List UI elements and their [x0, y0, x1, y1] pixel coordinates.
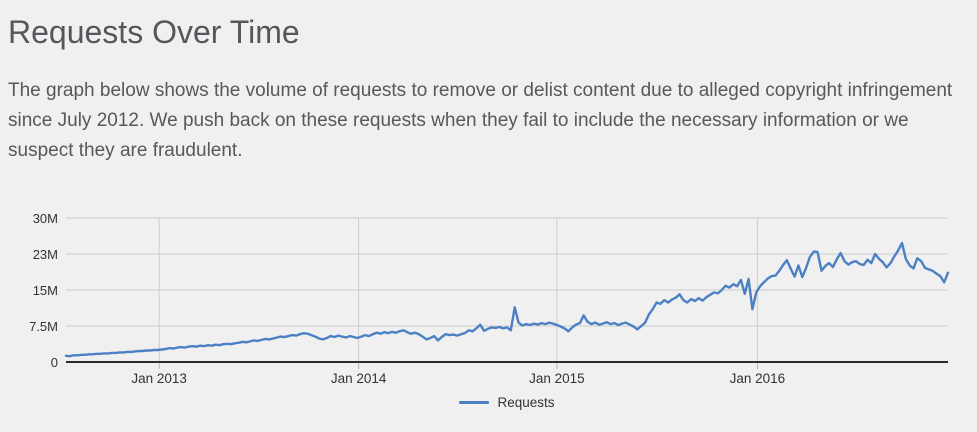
x-axis-label: Jan 2014 — [331, 371, 387, 386]
legend-label: Requests — [497, 394, 555, 410]
y-axis-label: 7.5M — [29, 319, 58, 334]
y-axis-label: 30M — [33, 211, 58, 226]
page-title: Requests Over Time — [8, 14, 300, 50]
line-chart-canvas: Jan 2013 Jan 2014 Jan 2015 Jan 2016 30M 23M 15… — [29, 211, 950, 386]
x-axis-label: Jan 2016 — [730, 371, 786, 386]
requests-series-line — [64, 241, 950, 358]
y-axis-label: 0 — [51, 355, 58, 370]
chart-description: The graph below shows the volume of requ… — [8, 79, 953, 161]
legend-line-swatch-icon — [459, 400, 490, 404]
y-axis-label: 15M — [33, 283, 58, 298]
report-section: Requests Over Time The graph below shows… — [8, 14, 969, 410]
x-axis-label: Jan 2013 — [131, 371, 187, 386]
x-axis-label: Jan 2015 — [529, 371, 585, 386]
y-axis-label: 23M — [33, 247, 58, 262]
requests-over-time-chart: Jan 2013 Jan 2014 Jan 2015 Jan 2016 30M 23M 15… — [8, 206, 969, 410]
chart-legend: Requests — [66, 395, 948, 410]
